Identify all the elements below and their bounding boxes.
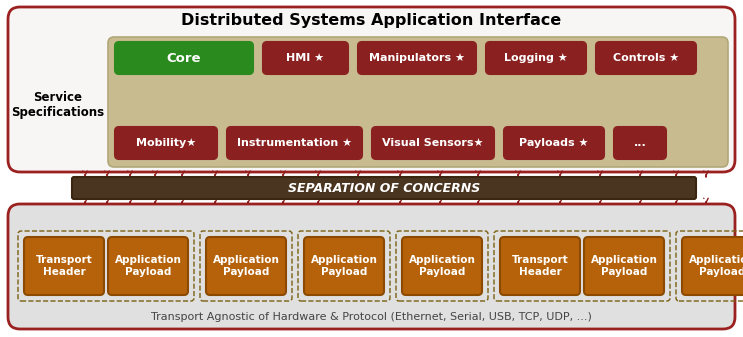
FancyBboxPatch shape: [596, 42, 696, 74]
Text: Core: Core: [166, 52, 201, 64]
FancyBboxPatch shape: [108, 237, 188, 295]
Text: Manipulators ★: Manipulators ★: [369, 53, 465, 63]
Text: Payloads ★: Payloads ★: [519, 138, 588, 148]
Text: Application
Payload: Application Payload: [311, 255, 377, 277]
Text: ...: ...: [634, 138, 646, 148]
Text: Application
Payload: Application Payload: [689, 255, 743, 277]
FancyBboxPatch shape: [8, 7, 735, 172]
FancyBboxPatch shape: [72, 177, 696, 199]
FancyBboxPatch shape: [614, 127, 666, 159]
FancyBboxPatch shape: [263, 42, 348, 74]
FancyBboxPatch shape: [115, 42, 253, 74]
FancyBboxPatch shape: [504, 127, 604, 159]
Text: Logging ★: Logging ★: [504, 53, 568, 63]
Text: Controls ★: Controls ★: [613, 53, 679, 63]
FancyBboxPatch shape: [115, 127, 217, 159]
Text: Application
Payload: Application Payload: [212, 255, 279, 277]
Text: Instrumentation ★: Instrumentation ★: [237, 138, 352, 148]
Text: Transport
Header: Transport Header: [512, 255, 568, 277]
FancyBboxPatch shape: [304, 237, 384, 295]
Text: Application
Payload: Application Payload: [114, 255, 181, 277]
FancyBboxPatch shape: [372, 127, 494, 159]
FancyBboxPatch shape: [402, 237, 482, 295]
Text: Application
Payload: Application Payload: [409, 255, 476, 277]
FancyBboxPatch shape: [24, 237, 104, 295]
Text: HMI ★: HMI ★: [287, 53, 325, 63]
Text: Visual Sensors★: Visual Sensors★: [382, 138, 484, 148]
FancyBboxPatch shape: [108, 37, 728, 167]
FancyBboxPatch shape: [500, 237, 580, 295]
Text: SEPARATION OF CONCERNS: SEPARATION OF CONCERNS: [288, 182, 480, 194]
FancyBboxPatch shape: [486, 42, 586, 74]
Text: Transport Agnostic of Hardware & Protocol (Ethernet, Serial, USB, TCP, UDP, ...): Transport Agnostic of Hardware & Protoco…: [151, 312, 592, 322]
FancyBboxPatch shape: [682, 237, 743, 295]
FancyBboxPatch shape: [358, 42, 476, 74]
FancyBboxPatch shape: [206, 237, 286, 295]
Text: Transport
Header: Transport Header: [36, 255, 92, 277]
Text: Service
Specifications: Service Specifications: [11, 91, 105, 119]
FancyBboxPatch shape: [227, 127, 362, 159]
FancyBboxPatch shape: [8, 204, 735, 329]
Text: Mobility★: Mobility★: [136, 138, 196, 148]
Text: Application
Payload: Application Payload: [591, 255, 658, 277]
FancyBboxPatch shape: [584, 237, 664, 295]
Text: Distributed Systems Application Interface: Distributed Systems Application Interfac…: [181, 13, 562, 29]
